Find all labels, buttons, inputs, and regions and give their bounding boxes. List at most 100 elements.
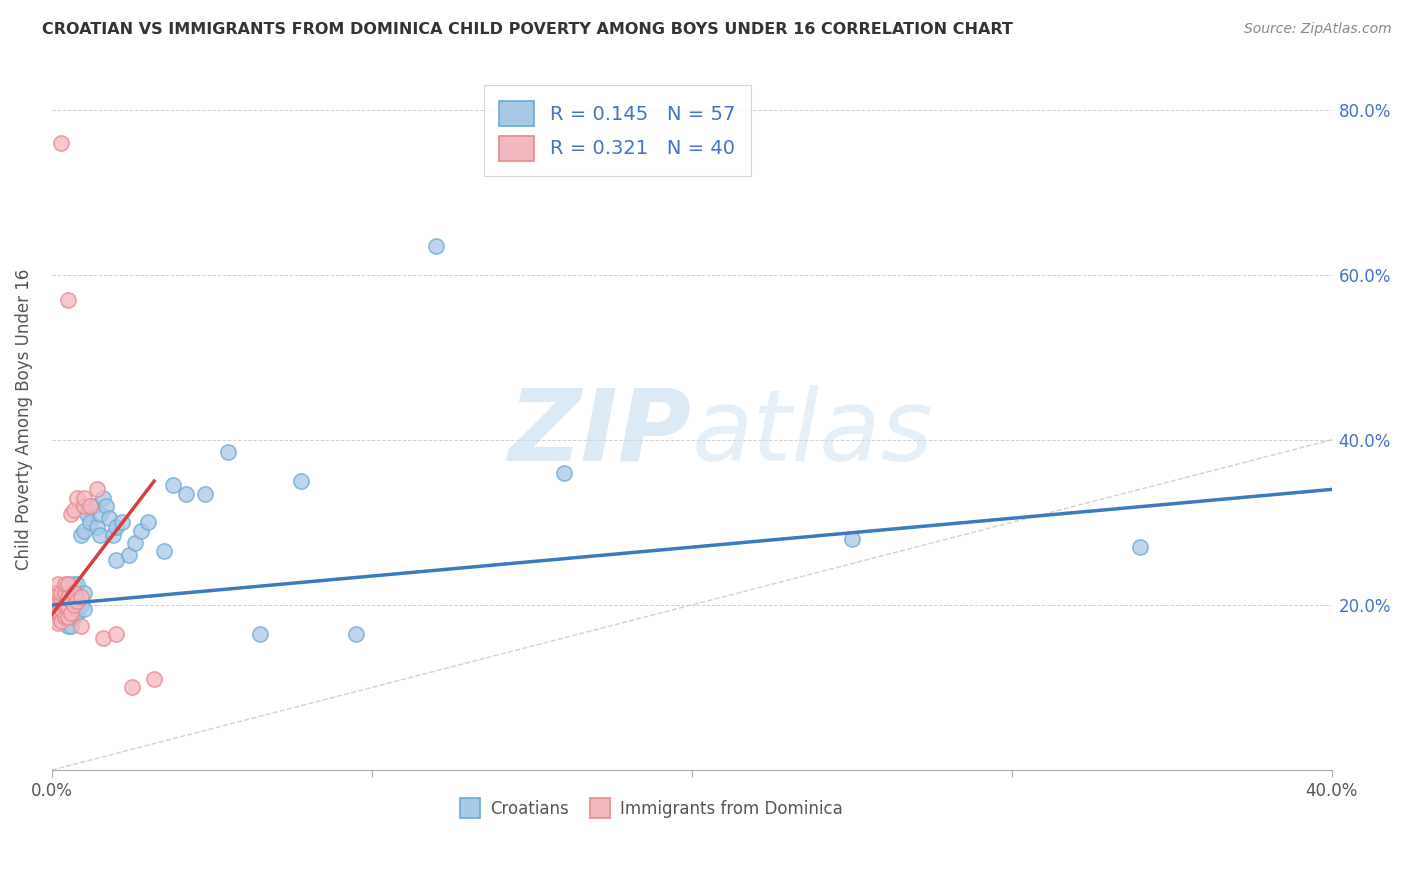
Point — [162, 478, 184, 492]
Point — [86, 519, 108, 533]
Point — [89, 528, 111, 542]
Point — [101, 528, 124, 542]
Point — [104, 627, 127, 641]
Point — [66, 491, 89, 505]
Point — [59, 507, 82, 521]
Point — [51, 136, 73, 150]
Point — [51, 585, 73, 599]
Point — [53, 582, 76, 596]
Point — [63, 598, 86, 612]
Point — [66, 594, 89, 608]
Point — [131, 524, 153, 538]
Point — [59, 594, 82, 608]
Point — [59, 618, 82, 632]
Point — [79, 516, 101, 530]
Point — [73, 524, 96, 538]
Point — [56, 602, 79, 616]
Point — [53, 590, 76, 604]
Point — [69, 618, 91, 632]
Point — [56, 607, 79, 622]
Point — [152, 544, 174, 558]
Point — [63, 585, 86, 599]
Point — [63, 598, 86, 612]
Point — [63, 585, 86, 599]
Point — [56, 594, 79, 608]
Point — [73, 491, 96, 505]
Point — [53, 610, 76, 624]
Point — [98, 511, 121, 525]
Point — [44, 598, 66, 612]
Point — [59, 585, 82, 599]
Point — [53, 610, 76, 624]
Point — [53, 598, 76, 612]
Point — [56, 599, 79, 614]
Point — [59, 606, 82, 620]
Point — [56, 577, 79, 591]
Point — [290, 474, 312, 488]
Point — [51, 615, 73, 629]
Point — [117, 549, 139, 563]
Point — [44, 585, 66, 599]
Point — [136, 516, 159, 530]
Legend: Croatians, Immigrants from Dominica: Croatians, Immigrants from Dominica — [457, 794, 849, 825]
Point — [66, 590, 89, 604]
Point — [73, 499, 96, 513]
Point — [51, 602, 73, 616]
Point — [56, 585, 79, 599]
Point — [143, 672, 166, 686]
Point — [46, 594, 69, 608]
Point — [249, 627, 271, 641]
Text: ZIP: ZIP — [509, 384, 692, 482]
Point — [46, 605, 69, 619]
Point — [121, 681, 143, 695]
Point — [56, 577, 79, 591]
Point — [76, 507, 98, 521]
Point — [79, 499, 101, 513]
Point — [46, 585, 69, 599]
Point — [73, 585, 96, 599]
Point — [53, 585, 76, 599]
Point — [104, 552, 127, 566]
Point — [89, 507, 111, 521]
Point — [217, 445, 239, 459]
Point — [56, 590, 79, 604]
Point — [841, 532, 863, 546]
Point — [46, 577, 69, 591]
Point — [51, 594, 73, 608]
Point — [94, 499, 117, 513]
Point — [63, 610, 86, 624]
Point — [53, 577, 76, 591]
Point — [53, 598, 76, 612]
Point — [59, 594, 82, 608]
Point — [46, 616, 69, 631]
Point — [104, 519, 127, 533]
Point — [56, 618, 79, 632]
Point — [124, 536, 146, 550]
Y-axis label: Child Poverty Among Boys Under 16: Child Poverty Among Boys Under 16 — [15, 268, 32, 570]
Text: CROATIAN VS IMMIGRANTS FROM DOMINICA CHILD POVERTY AMONG BOYS UNDER 16 CORRELATI: CROATIAN VS IMMIGRANTS FROM DOMINICA CHI… — [42, 22, 1014, 37]
Point — [51, 602, 73, 616]
Point — [56, 293, 79, 307]
Point — [82, 499, 104, 513]
Point — [111, 516, 134, 530]
Text: atlas: atlas — [692, 384, 934, 482]
Point — [69, 528, 91, 542]
Point — [59, 605, 82, 619]
Point — [1129, 540, 1152, 554]
Point — [63, 503, 86, 517]
Point — [51, 594, 73, 608]
Point — [91, 491, 114, 505]
Point — [91, 631, 114, 645]
Text: Source: ZipAtlas.com: Source: ZipAtlas.com — [1244, 22, 1392, 37]
Point — [73, 602, 96, 616]
Point — [66, 606, 89, 620]
Point — [69, 590, 91, 604]
Point — [66, 577, 89, 591]
Point — [63, 577, 86, 591]
Point — [86, 483, 108, 497]
Point — [44, 610, 66, 624]
Point — [194, 486, 217, 500]
Point — [344, 627, 367, 641]
Point — [174, 486, 197, 500]
Point — [56, 610, 79, 624]
